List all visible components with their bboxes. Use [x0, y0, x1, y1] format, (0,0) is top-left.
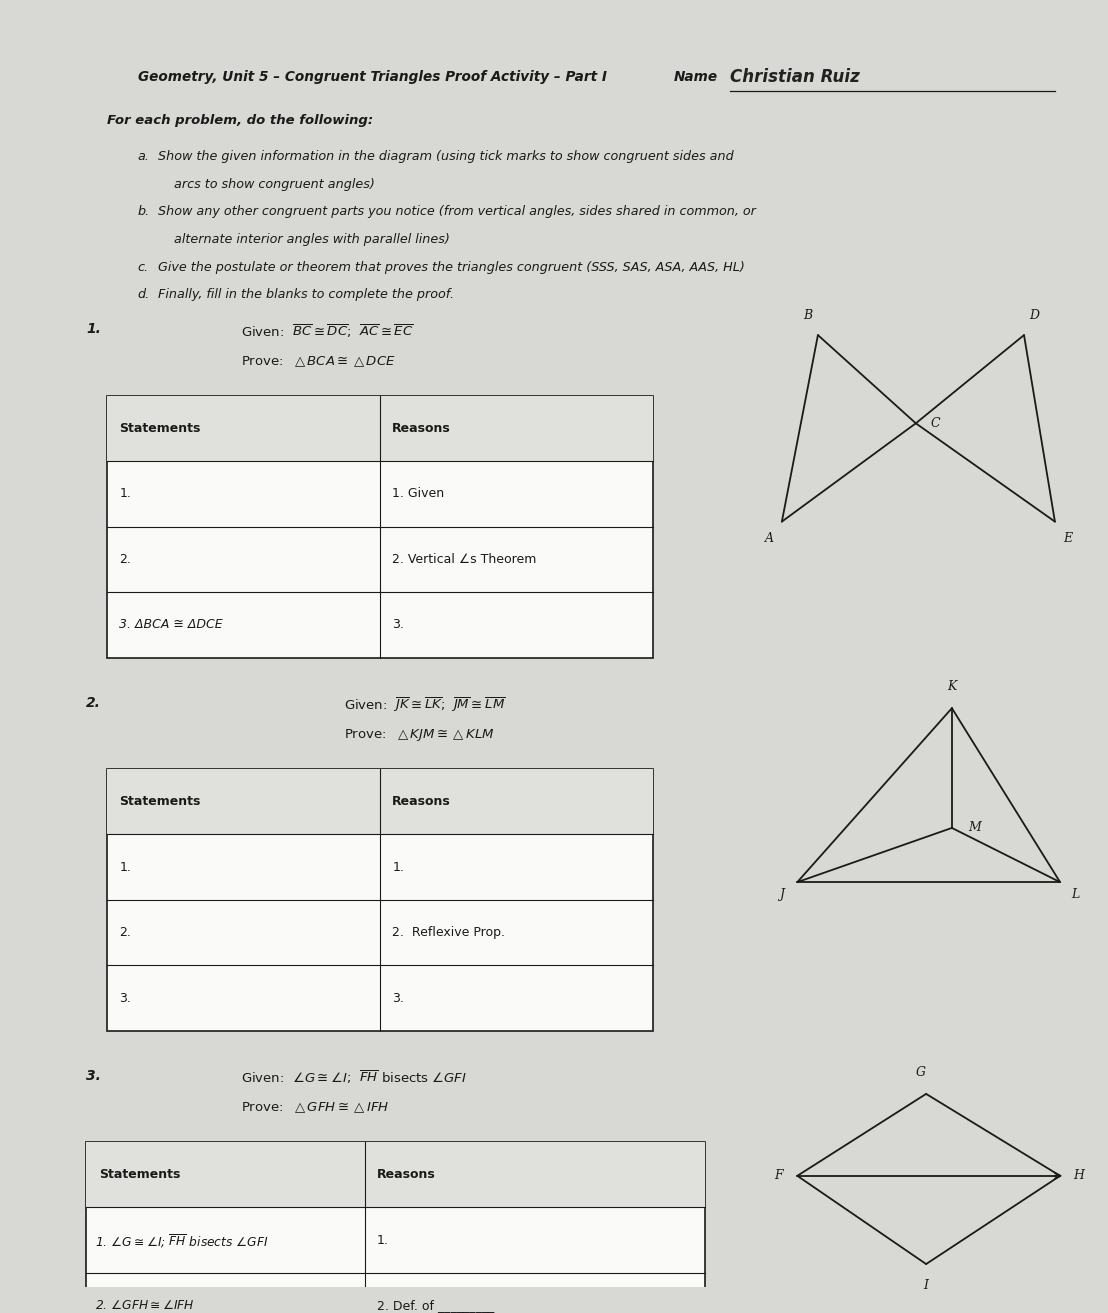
Text: M: M: [968, 822, 981, 835]
Text: 2.: 2.: [120, 553, 131, 566]
Text: Prove:  $\triangle KJM \cong \triangle KLM$: Prove: $\triangle KJM \cong \triangle KL…: [343, 727, 494, 743]
Text: Given:  $\angle G \cong \angle I$;  $\overline{FH}$ bisects $\angle GFI$: Given: $\angle G \cong \angle I$; $\over…: [240, 1069, 468, 1086]
Text: 3.: 3.: [120, 991, 131, 1004]
Text: F: F: [774, 1170, 783, 1182]
Text: B: B: [803, 310, 812, 323]
Text: 2. Vertical ∠s Theorem: 2. Vertical ∠s Theorem: [392, 553, 536, 566]
Text: 1.: 1.: [392, 860, 404, 873]
Text: 1. Given: 1. Given: [392, 487, 444, 500]
Text: Christian Ruiz: Christian Ruiz: [730, 68, 860, 85]
Bar: [107, 395, 653, 658]
Text: Given:  $\overline{BC} \cong \overline{DC}$;  $\overline{AC} \cong \overline{EC}: Given: $\overline{BC} \cong \overline{DC…: [240, 323, 413, 340]
Text: Statements: Statements: [99, 1169, 181, 1182]
Text: 3. ΔBCA ≅ ΔDCE: 3. ΔBCA ≅ ΔDCE: [120, 618, 223, 632]
Text: 3.: 3.: [392, 618, 404, 632]
Text: a.: a.: [137, 150, 150, 163]
Text: 1. $\angle G \cong \angle I$; $\overline{FH}$ bisects $\angle GFI$: 1. $\angle G \cong \angle I$; $\overline…: [94, 1232, 268, 1249]
Text: D: D: [1029, 310, 1039, 323]
Text: Prove:  $\triangle BCA \cong \triangle DCE$: Prove: $\triangle BCA \cong \triangle DC…: [240, 355, 396, 369]
Text: C: C: [931, 416, 940, 429]
Text: alternate interior angles with parallel lines): alternate interior angles with parallel …: [174, 232, 450, 246]
Text: arcs to show congruent angles): arcs to show congruent angles): [174, 177, 375, 190]
Text: Reasons: Reasons: [377, 1169, 435, 1182]
Text: J: J: [779, 889, 784, 902]
Bar: [86, 1142, 705, 1208]
Text: Statements: Statements: [120, 794, 201, 807]
Text: Given:  $\overline{JK} \cong \overline{LK}$;  $\overline{JM} \cong \overline{LM}: Given: $\overline{JK} \cong \overline{LK…: [343, 696, 505, 714]
Text: Reasons: Reasons: [392, 421, 451, 435]
Text: Name: Name: [674, 71, 718, 84]
Text: G: G: [916, 1066, 926, 1079]
Text: For each problem, do the following:: For each problem, do the following:: [107, 114, 373, 127]
Text: A: A: [765, 532, 774, 545]
Text: b.: b.: [137, 205, 150, 218]
Text: 1.: 1.: [86, 323, 101, 336]
Text: Show any other congruent parts you notice (from vertical angles, sides shared in: Show any other congruent parts you notic…: [158, 205, 757, 218]
Text: 2.  Reflexive Prop.: 2. Reflexive Prop.: [392, 926, 505, 939]
Text: Finally, fill in the blanks to complete the proof.: Finally, fill in the blanks to complete …: [158, 289, 454, 302]
Text: I: I: [924, 1279, 929, 1292]
Text: 1.: 1.: [377, 1234, 389, 1246]
Text: Show the given information in the diagram (using tick marks to show congruent si: Show the given information in the diagra…: [158, 150, 735, 163]
Text: c.: c.: [137, 261, 148, 273]
Text: 3.: 3.: [392, 991, 404, 1004]
Text: E: E: [1063, 532, 1071, 545]
Text: d.: d.: [137, 289, 150, 302]
Text: 3.: 3.: [86, 1069, 101, 1083]
Text: H: H: [1074, 1170, 1084, 1182]
Text: Statements: Statements: [120, 421, 201, 435]
Text: 2. Def. of _________: 2. Def. of _________: [377, 1299, 494, 1312]
Text: L: L: [1071, 889, 1079, 902]
Bar: [86, 1142, 705, 1313]
Text: 2.: 2.: [120, 926, 131, 939]
Text: K: K: [947, 680, 956, 693]
Bar: [107, 768, 653, 1031]
Bar: [107, 768, 653, 834]
Text: 2.: 2.: [86, 696, 101, 709]
Text: Prove:  $\triangle GFH \cong \triangle IFH$: Prove: $\triangle GFH \cong \triangle IF…: [240, 1100, 389, 1115]
Text: Give the postulate or theorem that proves the triangles congruent (SSS, SAS, ASA: Give the postulate or theorem that prove…: [158, 261, 746, 273]
Text: Reasons: Reasons: [392, 794, 451, 807]
Text: 1.: 1.: [120, 487, 131, 500]
Text: 2. $\angle GFH \cong \angle IFH$: 2. $\angle GFH \cong \angle IFH$: [94, 1299, 194, 1312]
Text: 1.: 1.: [120, 860, 131, 873]
Text: Geometry, Unit 5 – Congruent Triangles Proof Activity – Part I: Geometry, Unit 5 – Congruent Triangles P…: [137, 71, 607, 84]
Bar: [107, 395, 653, 461]
